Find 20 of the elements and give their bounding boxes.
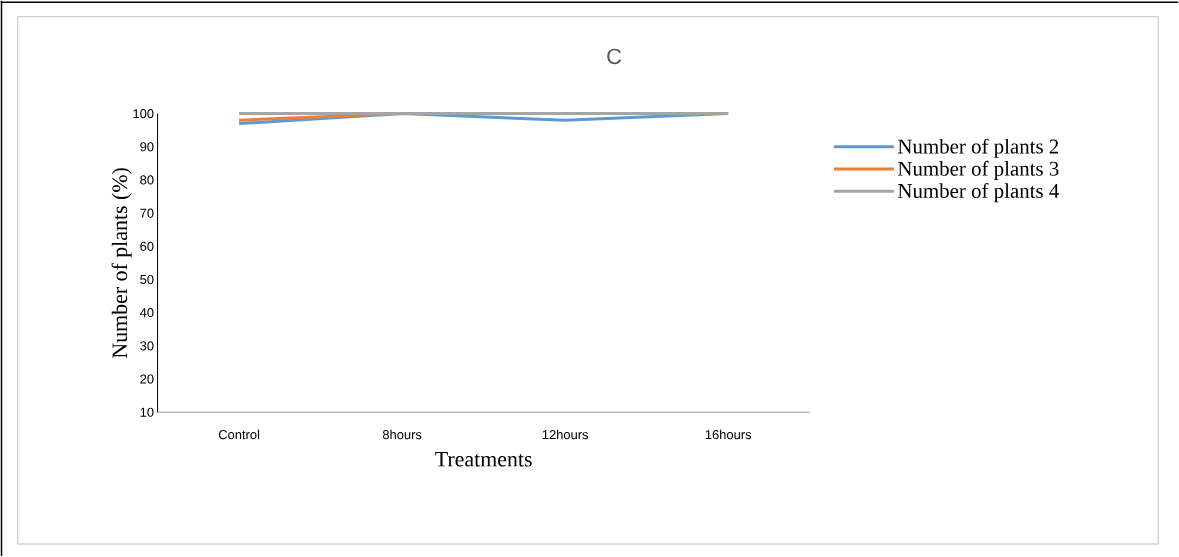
y-tick-label: 20	[140, 374, 154, 384]
y-tick-label: 70	[140, 208, 154, 218]
x-tick-label: 16hours	[705, 429, 752, 440]
y-tick-label: 30	[140, 341, 154, 351]
legend-label: Number of plants 3	[898, 160, 1059, 181]
legend-label: Number of plants 4	[898, 183, 1059, 203]
legend-label: Number of plants 2	[898, 138, 1059, 158]
y-tick-label: 90	[140, 142, 154, 152]
y-tick-label: 10	[140, 407, 154, 417]
y-tick-label: 80	[140, 175, 154, 185]
x-tick-label: Control	[218, 429, 260, 440]
x-axis-title: Treatments	[435, 452, 532, 467]
y-tick-label: 40	[139, 308, 154, 318]
chart-title: C	[607, 48, 622, 65]
x-tick-label: 12hours	[542, 429, 589, 440]
y-tick-label: 60	[140, 241, 154, 251]
y-tick-label: 50	[140, 275, 154, 285]
x-tick-label: 8hours	[382, 429, 422, 440]
y-axis-title: Number of plants (%)	[111, 168, 132, 359]
y-tick-label: 100	[133, 109, 154, 119]
